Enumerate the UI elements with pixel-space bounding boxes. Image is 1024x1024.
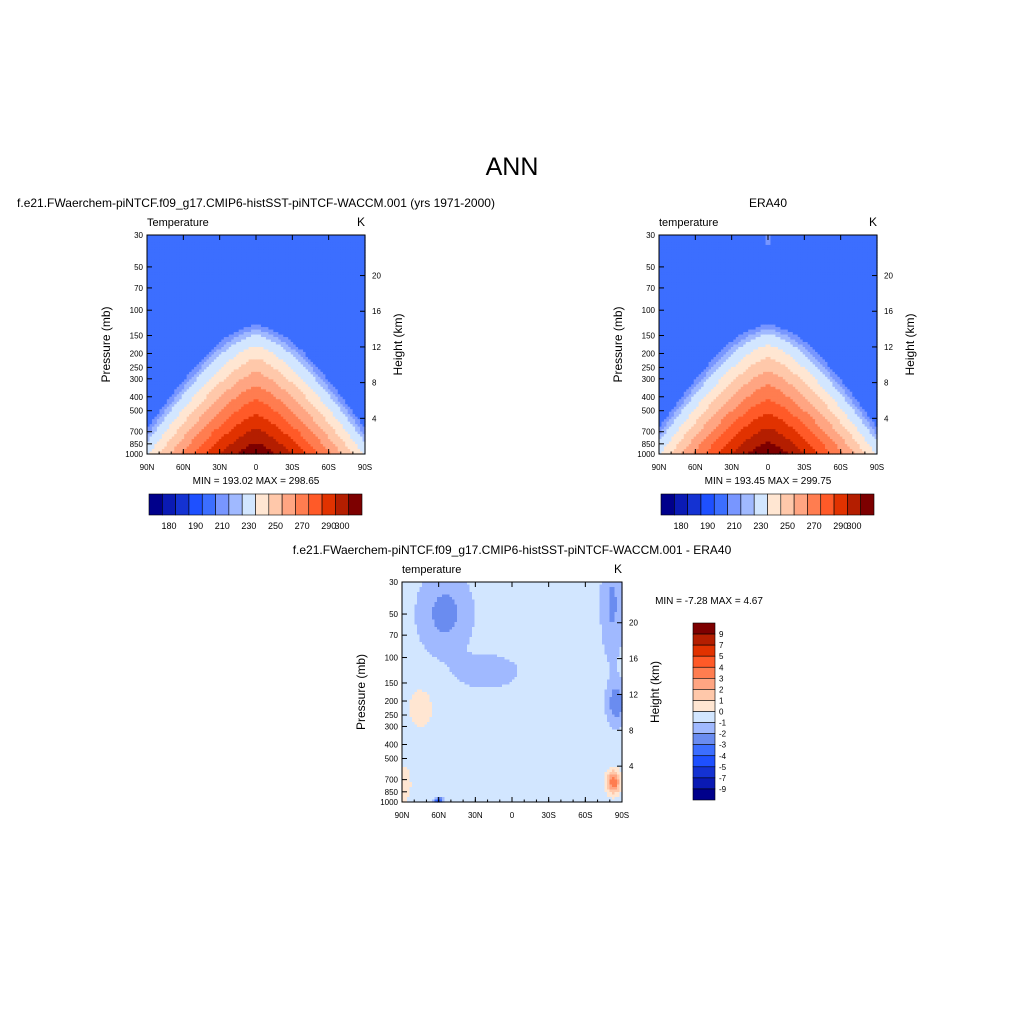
panel-model: f.e21.FWaerchem-piNTCF.f09_g17.CMIP6-his… <box>17 196 495 531</box>
units-label: K <box>357 215 365 229</box>
contour-field <box>147 235 366 455</box>
panel-title: f.e21.FWaerchem-piNTCF.f09_g17.CMIP6-his… <box>17 196 495 210</box>
variable-label: Temperature <box>147 217 209 229</box>
figure-title: ANN <box>486 153 539 181</box>
